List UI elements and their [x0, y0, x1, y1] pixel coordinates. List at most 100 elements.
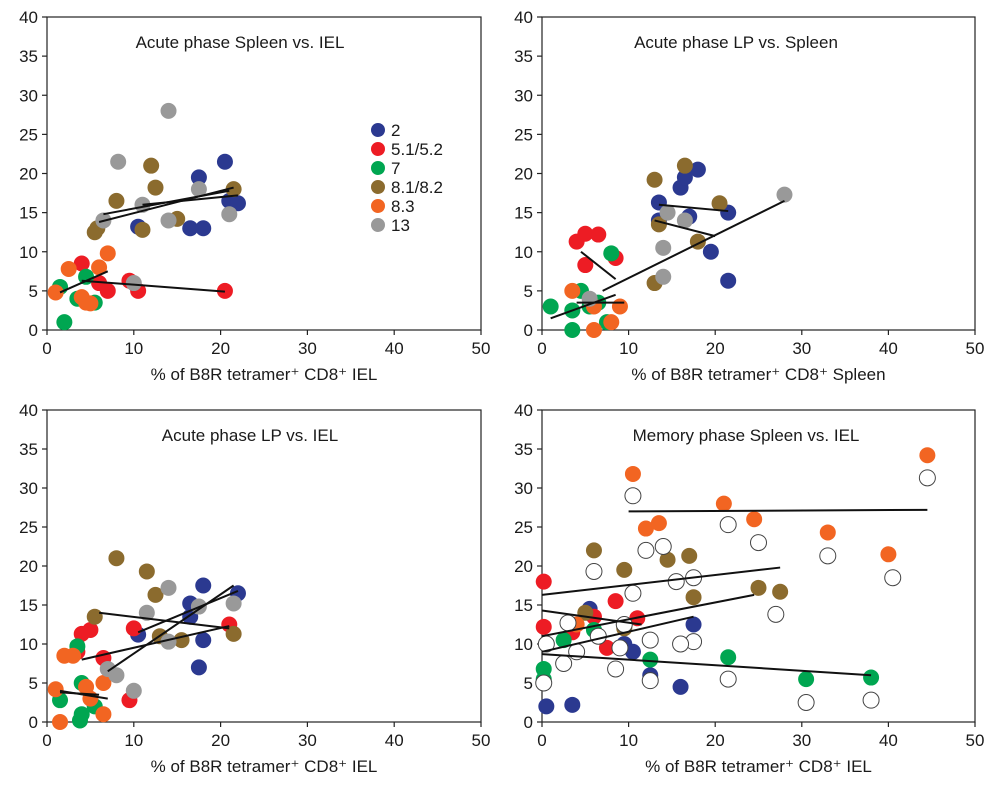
y-tick-label: 20	[19, 557, 38, 576]
x-tick-label: 50	[966, 339, 985, 358]
data-point	[720, 649, 737, 666]
legend-label: 8.1/8.2	[391, 178, 443, 197]
data-point	[221, 206, 238, 223]
data-point	[542, 298, 559, 315]
x-tick-label: 40	[385, 339, 404, 358]
data-point	[564, 322, 581, 338]
data-point	[685, 616, 702, 633]
data-point	[225, 181, 242, 198]
data-point	[65, 647, 82, 664]
y-tick-label: 40	[19, 401, 38, 420]
y-tick-label: 10	[514, 635, 533, 654]
data-point	[772, 583, 789, 600]
data-point	[108, 192, 125, 209]
x-tick-label: 10	[619, 339, 638, 358]
data-point	[125, 275, 142, 292]
trend-line	[59, 270, 109, 294]
trend-line	[81, 279, 226, 293]
y-tick-label: 5	[29, 674, 38, 693]
data-point	[676, 212, 693, 229]
x-tick-label: 10	[619, 731, 638, 750]
x-tick-label: 50	[472, 339, 491, 358]
y-tick-label: 5	[524, 282, 533, 301]
data-point	[637, 520, 654, 537]
data-point	[624, 643, 641, 660]
y-tick-label: 10	[19, 243, 38, 262]
x-tick-label: 10	[124, 339, 143, 358]
y-tick-label: 5	[29, 282, 38, 301]
trend-line	[81, 625, 230, 661]
y-tick-label: 25	[19, 125, 38, 144]
data-point	[646, 171, 663, 188]
data-point	[641, 631, 659, 649]
trend-line	[103, 189, 230, 216]
data-point	[71, 712, 88, 729]
data-point	[607, 593, 624, 610]
y-tick-label: 20	[514, 557, 533, 576]
data-point	[195, 577, 212, 594]
data-point	[82, 621, 99, 638]
data-point	[538, 698, 555, 715]
data-point	[642, 651, 659, 668]
y-tick-label: 0	[29, 713, 38, 732]
legend-label: 2	[391, 121, 400, 140]
trend-line	[654, 219, 716, 238]
scatter-panel-3: 0 5 10 15 20 25 30 35 40 0 10 20 30 40 50 % of B8R tetr…	[19, 401, 490, 776]
y-tick-label: 5	[524, 674, 533, 693]
legend-marker	[371, 142, 385, 156]
y-tick-label: 20	[514, 165, 533, 184]
plot-frame	[541, 16, 976, 331]
data-point	[611, 639, 629, 657]
y-tick-label: 40	[514, 8, 533, 27]
data-point	[863, 669, 880, 686]
data-point	[624, 584, 642, 602]
trend-line	[541, 609, 642, 626]
data-point	[195, 632, 212, 649]
data-point	[577, 225, 594, 242]
x-tick-label: 30	[792, 731, 811, 750]
trend-line	[550, 293, 616, 320]
data-point	[750, 579, 767, 596]
data-point	[86, 608, 103, 625]
legend-marker	[371, 199, 385, 213]
data-point	[95, 675, 112, 691]
data-point	[147, 586, 164, 603]
x-tick-label: 0	[42, 731, 51, 750]
y-tick-label: 15	[514, 596, 533, 615]
data-point	[160, 212, 177, 229]
y-tick-label: 30	[514, 86, 533, 105]
y-tick-label: 15	[19, 596, 38, 615]
data-point	[160, 633, 177, 650]
data-point	[52, 714, 69, 730]
trend-line	[541, 615, 694, 653]
data-point	[919, 447, 936, 464]
data-point	[702, 243, 719, 260]
data-point	[160, 102, 177, 119]
chart-title: Acute phase Spleen vs. IEL	[136, 33, 345, 52]
legend-label: 7	[391, 159, 400, 178]
data-point	[655, 239, 672, 256]
y-tick-label: 25	[514, 518, 533, 537]
y-tick-label: 30	[19, 479, 38, 498]
data-point	[797, 694, 815, 711]
data-point	[147, 179, 164, 196]
data-point	[182, 220, 199, 237]
trend-line	[137, 590, 239, 634]
data-point	[659, 204, 676, 221]
trend-line	[628, 508, 928, 513]
y-tick-label: 25	[514, 125, 533, 144]
legend-marker	[371, 161, 385, 175]
data-point	[125, 682, 142, 699]
data-point	[590, 226, 607, 243]
legend-label: 13	[391, 216, 410, 235]
data-point	[577, 257, 594, 274]
data-point	[559, 614, 577, 632]
data-point	[108, 550, 125, 567]
data-point	[60, 260, 77, 277]
data-point	[650, 515, 667, 532]
y-tick-label: 0	[524, 713, 533, 732]
data-point	[190, 169, 207, 186]
data-point	[719, 516, 737, 534]
data-point	[676, 157, 693, 174]
y-tick-label: 10	[19, 635, 38, 654]
